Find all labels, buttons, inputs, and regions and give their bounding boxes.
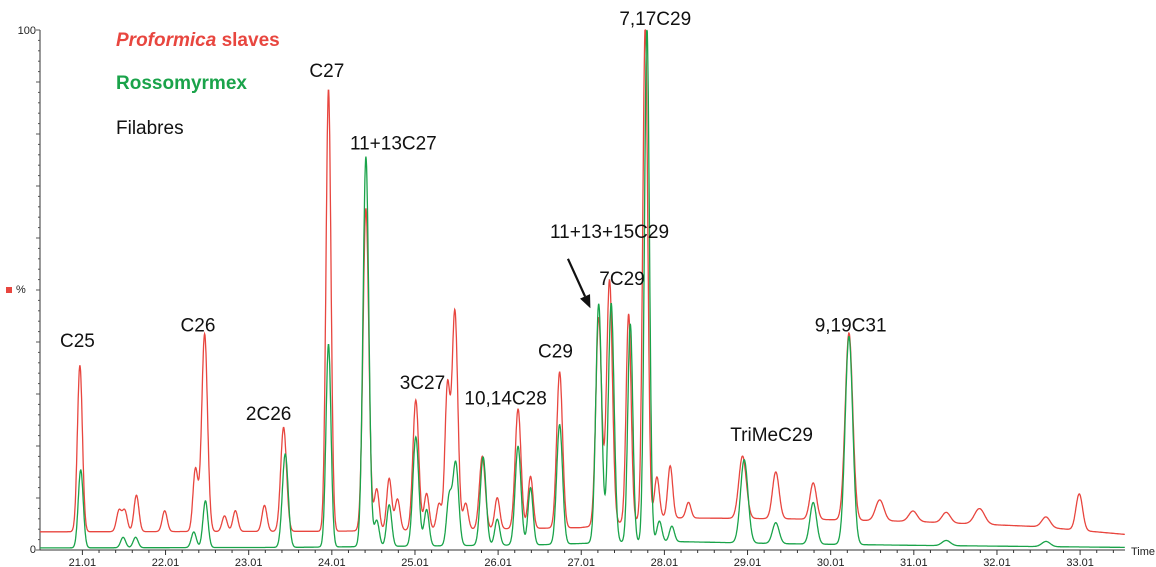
axes: 21.01 22.01 23.01 24.01 25.01 26.01 27.01 28.01… [6, 25, 1155, 567]
y-tick-label-100: 100 [18, 25, 36, 37]
y-minor-ticks [36, 29, 40, 551]
peak-label-7: C29 [538, 342, 573, 363]
peak-label-10: 7,17C29 [619, 9, 691, 30]
x-tick-label-10: 31.01 [900, 557, 928, 567]
legend-italic-part: Proformica [116, 30, 217, 51]
x-tick-label-8: 29.01 [734, 557, 762, 567]
y-tick-label-0: 0 [30, 544, 36, 556]
peak-annotations: C25 C26 2C26 C27 11+13C27 3C27 10,14C28 C29 11+1… [60, 9, 887, 446]
peak-label-3: C27 [309, 61, 344, 82]
peak-label-12: 9,19C31 [815, 316, 887, 337]
peak-label-0: C25 [60, 331, 95, 352]
y-axis-label: % [16, 284, 26, 296]
red-square-marker [6, 287, 12, 293]
x-tick-label-0: 21.01 [69, 557, 97, 567]
peak-label-9: 7C29 [599, 269, 644, 290]
peak-label-6: 10,14C28 [464, 388, 546, 409]
series-layer [40, 29, 1125, 549]
legend: Proformica slaves Rossomyrmex Filabres [116, 30, 280, 139]
legend-rest-part: slaves [216, 30, 279, 51]
peak-label-4: 11+13C27 [350, 134, 437, 155]
annotation-arrowhead [580, 294, 591, 309]
series-proformica-slaves-line [40, 29, 1125, 536]
x-tick-label-4: 25.01 [401, 557, 429, 567]
x-tick-label-12: 33.01 [1066, 557, 1094, 567]
legend-entry-proformica: Proformica slaves [116, 30, 280, 51]
x-tick-label-7: 28.01 [651, 557, 679, 567]
x-tick-label-2: 23.01 [235, 557, 263, 567]
x-tick-label-3: 24.01 [318, 557, 346, 567]
x-tick-label-1: 22.01 [152, 557, 180, 567]
legend-entry-filabres: Filabres [116, 118, 184, 139]
peak-label-11: TriMeC29 [730, 425, 813, 446]
peak-label-2: 2C26 [246, 404, 291, 425]
annotation-arrow [566, 258, 587, 297]
peak-label-5: 3C27 [400, 373, 445, 394]
x-ticks: 21.01 22.01 23.01 24.01 25.01 26.01 27.01 28.01… [69, 550, 1114, 567]
legend-entry-rossomyrmex: Rossomyrmex [116, 73, 247, 94]
series-rossomyrmex-line [40, 29, 1125, 549]
x-tick-label-11: 32.01 [983, 557, 1011, 567]
x-tick-label-9: 30.01 [817, 557, 845, 567]
peak-label-1: C26 [181, 316, 216, 337]
peak-label-8: 11+13+15C29 [550, 222, 669, 243]
x-tick-label-5: 26.01 [484, 557, 512, 567]
x-axis-label: Time [1131, 546, 1155, 558]
arrow-layer [566, 258, 591, 309]
x-tick-label-6: 27.01 [567, 557, 595, 567]
